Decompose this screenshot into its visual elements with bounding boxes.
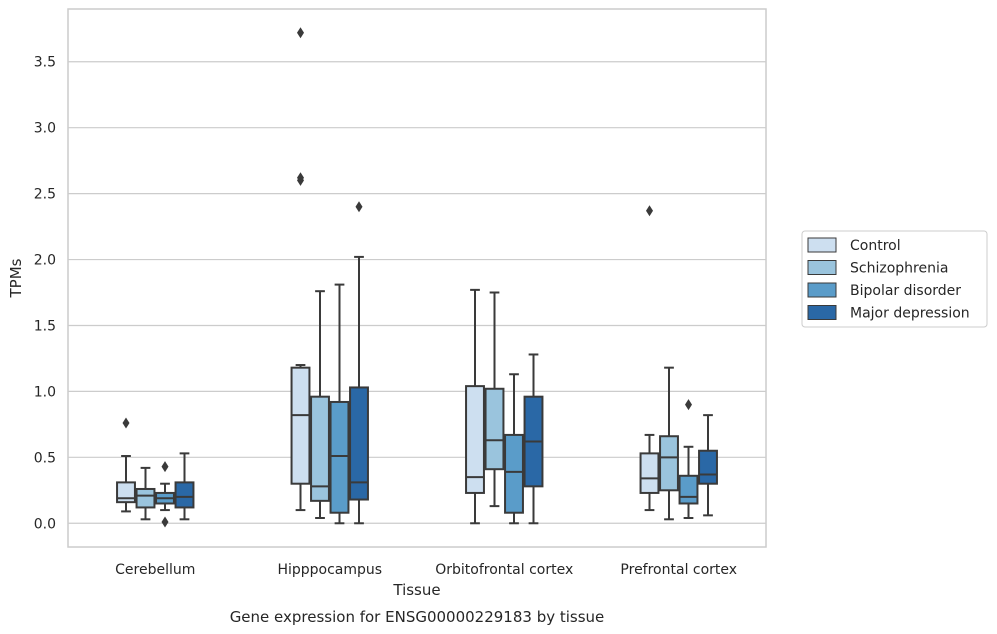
box — [465, 385, 485, 494]
y-tick-label: 2.0 — [34, 253, 56, 269]
x-axis-label: Tissue — [392, 581, 440, 599]
x-tick-label: Hipppocampus — [277, 562, 382, 578]
box-group — [155, 461, 175, 528]
legend-frame — [801, 230, 988, 328]
outlier-point — [161, 516, 169, 528]
legend-swatch — [807, 237, 837, 253]
box — [504, 433, 524, 514]
legend-swatch — [807, 305, 837, 320]
legend-swatch — [807, 260, 837, 275]
y-tick-label: 3.5 — [34, 55, 56, 71]
y-tick-label: 1.0 — [34, 384, 56, 400]
x-tick-label: Orbitofrontal cortex — [435, 562, 573, 578]
box-group — [310, 290, 330, 519]
box — [310, 395, 330, 502]
outlier-point — [161, 461, 169, 473]
box — [135, 487, 156, 509]
box — [484, 387, 505, 471]
box-group — [659, 366, 679, 521]
legend-label: Bipolar disorder — [850, 283, 961, 299]
y-tick-label: 3.0 — [34, 121, 56, 137]
box — [290, 366, 311, 485]
y-tick-label: 0.0 — [34, 516, 56, 532]
box — [678, 474, 699, 505]
box-group — [523, 353, 544, 525]
outlier-point — [355, 201, 363, 213]
box-groups — [116, 27, 718, 528]
outlier-point — [297, 172, 304, 184]
outlier-point — [297, 27, 304, 39]
box-group — [465, 288, 485, 525]
box-group — [678, 399, 699, 519]
box — [639, 452, 660, 494]
plot-frame — [67, 8, 767, 548]
box-group — [174, 452, 195, 521]
x-tick-label: Prefrontal cortex — [620, 562, 737, 578]
box-group — [135, 466, 156, 521]
box-group — [504, 373, 524, 525]
box-group — [349, 201, 369, 525]
box-group — [698, 414, 718, 517]
box — [329, 400, 350, 514]
box-group — [329, 283, 350, 525]
box — [349, 386, 369, 501]
legend-label: Major depression — [850, 306, 970, 322]
x-axis-ticks: Cerebellum Hipppocampus Orbitofrontal cort… — [115, 562, 737, 578]
y-axis-label: TPMs — [7, 258, 25, 298]
outlier-point — [685, 399, 692, 411]
x-tick-label: Cerebellum — [115, 562, 195, 578]
legend-label: Schizophrenia — [850, 261, 948, 277]
y-tick-label: 1.5 — [34, 318, 56, 334]
y-tick-label: 2.5 — [34, 187, 56, 203]
box — [174, 481, 195, 509]
outlier-point — [122, 417, 130, 429]
legend-label: Control — [850, 238, 901, 254]
y-axis-ticks: 0.0 0.5 1.0 1.5 2.0 2.5 3.0 3.5 — [34, 55, 56, 533]
box-group — [639, 205, 660, 512]
legend: Control Schizophrenia Bipolar disorder Majo… — [801, 230, 988, 328]
chart-caption: Gene expression for ENSG00000229183 by t… — [230, 608, 605, 626]
box — [659, 435, 679, 492]
box — [698, 449, 718, 485]
box-group — [484, 291, 505, 508]
outlier-point — [646, 205, 653, 217]
legend-swatch — [807, 282, 837, 298]
y-tick-label: 0.5 — [34, 450, 56, 466]
box-group — [290, 27, 311, 512]
box-group — [116, 417, 136, 513]
